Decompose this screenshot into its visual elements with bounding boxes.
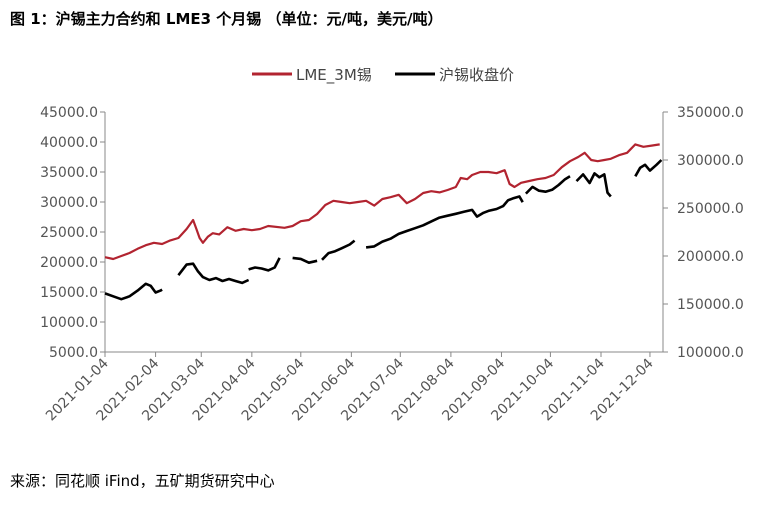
shfe-line-segment [104,282,163,301]
y-left-tick-label: 35000.0 [40,165,98,181]
lme-line-path [104,143,660,261]
y-left-tick-label: 25000.0 [40,225,98,241]
series-lme-line [104,143,660,261]
shfe-line-segment [524,175,571,195]
y-left-tick-label: 20000.0 [40,255,98,271]
y-right-tick-label: 300000.0 [677,153,744,169]
y-right-tick-label: 250000.0 [677,201,744,217]
y-left-tick-label: 15000.0 [40,285,98,301]
shfe-line-segment [365,195,524,249]
y-left-tick-label: 40000.0 [40,135,98,151]
y-left-tick-label: 45000.0 [40,105,98,121]
y-right-tick-label: 150000.0 [677,297,744,313]
y-left-tick-label: 5000.0 [49,345,98,361]
legend: LME_3M锡 沪锡收盘价 [252,66,514,85]
legend-label-shfe: 沪锡收盘价 [439,66,514,84]
y-left-tick-label: 10000.0 [40,315,98,331]
shfe-line-segment [292,256,318,265]
shfe-line-segment [575,172,612,198]
y-left-tick-label: 30000.0 [40,195,98,211]
series-shfe-line [104,159,663,301]
shfe-line-segment [634,159,663,177]
y-right-tick-label: 350000.0 [677,105,744,121]
y-right-tick-label: 200000.0 [677,249,744,265]
shfe-line-segment [177,262,250,285]
shfe-line-segment [248,257,281,272]
legend-label-lme: LME_3M锡 [296,66,372,85]
dual-axis-line-chart: LME_3M锡 沪锡收盘价 5000.0 10000.0 15000.0 20000.… [40,66,744,424]
shfe-line-segment [321,239,356,261]
source-note: 来源：同花顺 iFind，五矿期货研究中心 [10,472,275,490]
y-right-tick-label: 100000.0 [677,345,744,361]
axes: 5000.0 10000.0 15000.0 20000.0 25000.0 30000.… [40,105,744,424]
chart-title: 图 1：沪锡主力合约和 LME3 个月锡 （单位：元/吨，美元/吨） [10,10,443,28]
